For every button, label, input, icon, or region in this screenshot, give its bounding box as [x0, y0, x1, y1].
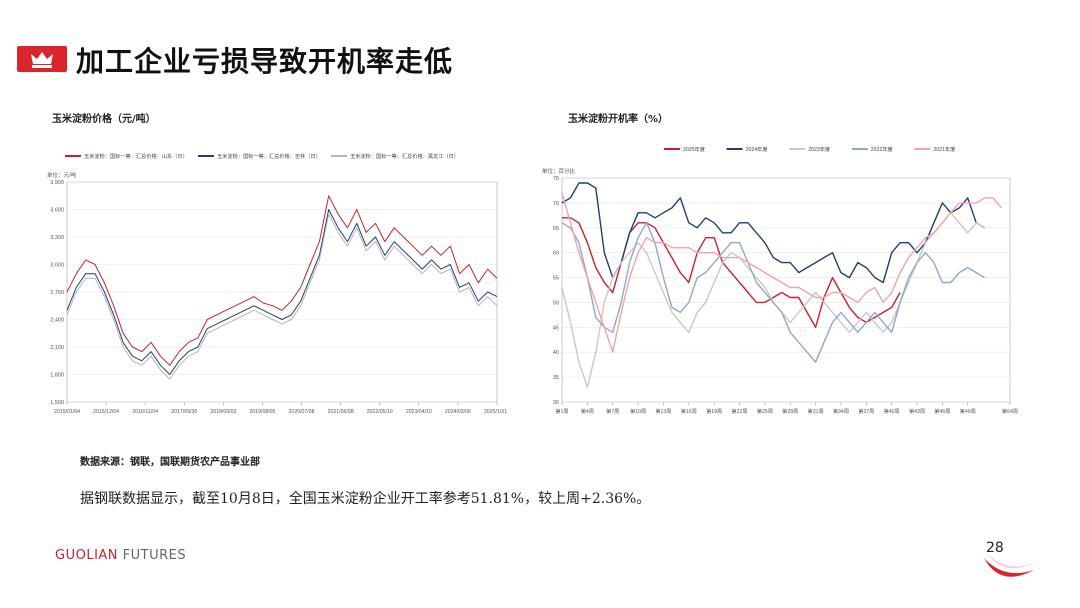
series-line — [561, 212, 985, 388]
x-tick-label: 2019/08/05 — [249, 409, 275, 415]
y-tick-label: 3,900 — [50, 180, 64, 186]
x-tick-label: 第54周 — [1002, 407, 1018, 415]
legend-entry: 2024年度 — [746, 145, 768, 153]
x-tick-label: 第40周 — [884, 407, 900, 415]
x-tick-label: 2017/09/30 — [171, 409, 197, 415]
x-tick-label: 第49周 — [960, 407, 976, 415]
legend-entry: 2021年度 — [933, 145, 955, 153]
x-tick-label: 2016/11/04 — [132, 409, 158, 415]
legend-entry: 玉米淀粉：国标一等：汇总价格：吉林（日） — [217, 152, 321, 160]
legend-entry: 2025年度 — [683, 145, 705, 153]
y-tick-label: 60 — [553, 251, 559, 257]
brand-name-bold: GUOLIAN — [55, 548, 119, 563]
x-tick-label: 2018/09/03 — [210, 409, 236, 415]
unit-label: 单位：元/吨 — [47, 171, 77, 179]
y-tick-label: 65 — [553, 226, 559, 232]
x-tick-label: 第37周 — [858, 407, 874, 415]
x-tick-label: 2015/12/04 — [93, 409, 119, 415]
y-tick-label: 3,300 — [50, 235, 64, 241]
page-number: 28 — [986, 540, 1004, 556]
price-chart-title: 玉米淀粉价格（元/吨） — [52, 114, 156, 125]
price-chart: 1,500 1,800 2,100 2,400 2,700 3,000 3,300 3,600… — [45, 138, 507, 420]
x-tick-label: 2023/04/10 — [406, 409, 432, 415]
x-tick-label: 第43周 — [909, 407, 925, 415]
plot-frame — [561, 177, 1011, 403]
legend-entry: 玉米淀粉：国标一等：汇总价格：黑龙江（日） — [350, 152, 459, 160]
x-tick-label: 第19周 — [706, 407, 722, 415]
legend-entry: 2022年度 — [871, 145, 893, 153]
rate-chart-title: 玉米淀粉开机率（%） — [568, 114, 669, 125]
y-tick-label: 40 — [553, 350, 559, 356]
y-tick-label: 70 — [553, 201, 559, 207]
x-tick-label: 第34周 — [833, 407, 849, 415]
x-tick-label: 2020/07/08 — [289, 409, 315, 415]
x-tick-label: 第10周 — [630, 407, 646, 415]
x-tick-label: 2025/10/10 — [484, 409, 507, 415]
y-tick-label: 2,700 — [50, 290, 64, 296]
x-tick-label: 第28周 — [782, 407, 798, 415]
legend-entry: 玉米淀粉：国标一等：汇总价格：山东（日） — [84, 152, 188, 160]
summary-text: 据钢联数据显示，截至10月8日，全国玉米淀粉企业开工率参考51.81%，较上周+… — [80, 491, 651, 507]
x-tick-label: 2015/01/04 — [54, 409, 80, 415]
x-tick-label: 第4周 — [581, 407, 594, 415]
data-source-note: 数据来源：钢联，国联期货农产品事业部 — [80, 457, 260, 468]
y-tick-label: 2,400 — [50, 318, 64, 324]
x-tick-label: 第7周 — [606, 407, 619, 415]
brand-name-thin: FUTURES — [122, 548, 187, 563]
series-line — [561, 222, 985, 363]
unit-label: 单位：百分比 — [542, 167, 576, 175]
y-tick-label: 1,500 — [50, 400, 64, 406]
legend-entry: 2023年度 — [808, 145, 830, 153]
price-chart-svg: 1,500 1,800 2,100 2,400 2,700 3,000 3,300 3,600… — [47, 152, 507, 415]
x-tick-label: 第1周 — [555, 407, 568, 415]
x-tick-label: 第31周 — [808, 407, 824, 415]
series-line — [561, 192, 1003, 353]
y-tick-label: 30 — [553, 400, 559, 406]
y-tick-label: 75 — [553, 176, 559, 182]
series-line — [561, 182, 985, 284]
rate-chart: 30 35 40 45 50 55 60 65 70 75 第1周 第4周 第7周 第10周 第13周 第16… — [538, 138, 1030, 420]
y-tick-label: 1,800 — [50, 373, 64, 379]
x-tick-label: 第13周 — [655, 407, 671, 415]
page-title: 加工企业亏损导致开机率走低 — [76, 45, 454, 78]
series-line — [66, 195, 498, 366]
company-brand: GUOLIAN FUTURES — [55, 548, 186, 563]
y-tick-label: 35 — [553, 375, 559, 381]
x-tick-label: 第25周 — [757, 407, 773, 415]
series-line — [66, 213, 498, 380]
x-tick-label: 第46周 — [934, 407, 950, 415]
y-tick-label: 2,100 — [50, 345, 64, 351]
series-line — [66, 209, 498, 375]
x-tick-label: 第16周 — [681, 407, 697, 415]
y-tick-label: 45 — [553, 325, 559, 331]
corner-swoosh-icon — [984, 554, 1036, 577]
x-tick-label: 2024/03/06 — [445, 409, 471, 415]
crown-logo-icon — [17, 46, 67, 72]
x-tick-label: 第22周 — [731, 407, 747, 415]
y-tick-label: 3,600 — [50, 208, 64, 214]
x-tick-label: 2022/05/10 — [367, 409, 393, 415]
y-tick-label: 50 — [553, 300, 559, 306]
x-tick-label: 2021/06/08 — [328, 409, 354, 415]
y-tick-label: 3,000 — [50, 263, 64, 269]
rate-chart-svg: 30 35 40 45 50 55 60 65 70 75 第1周 第4周 第7周 第10周 第13周 第16… — [542, 145, 1018, 415]
series-line — [562, 217, 901, 329]
y-tick-label: 55 — [553, 276, 559, 282]
